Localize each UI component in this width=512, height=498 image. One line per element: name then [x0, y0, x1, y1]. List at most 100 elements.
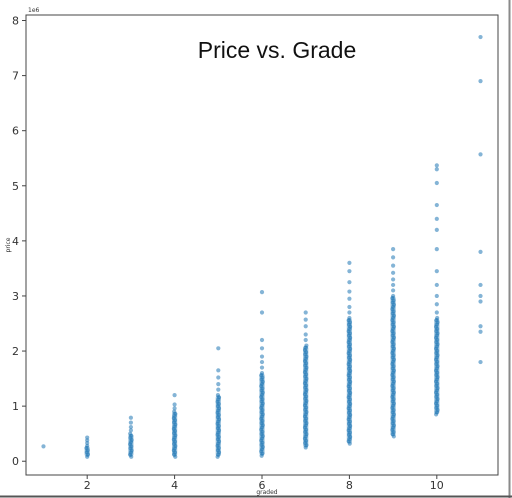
outlier-point: [172, 402, 177, 407]
outlier-point: [478, 282, 483, 288]
data-point: [259, 370, 265, 376]
outlier-point: [172, 406, 177, 411]
point-column-grade-11: [478, 34, 483, 365]
outlier-point: [434, 163, 439, 168]
outlier-point: [303, 332, 308, 337]
x-tick-label: 8: [346, 479, 353, 492]
chart-title: Price vs. Grade: [198, 37, 357, 63]
outlier-point: [172, 393, 177, 398]
tick-layer: 2 4 6 8 10 0 1 2 3 4 5 6 7 8: [12, 15, 444, 492]
x-tick-label: 4: [171, 479, 178, 492]
point-column-grade-7: [302, 310, 309, 450]
outlier-point: [391, 270, 396, 275]
outlier-point: [259, 337, 265, 343]
x-tick-label: 6: [259, 479, 266, 492]
outlier-point: [128, 420, 133, 425]
y-axis-label: price: [5, 237, 12, 252]
outlier-point: [347, 269, 352, 274]
outlier-point: [391, 255, 396, 260]
y-tick-label: 7: [12, 70, 19, 83]
outlier-point: [434, 293, 439, 299]
outlier-point: [128, 415, 133, 420]
x-tick-label: 2: [84, 479, 91, 492]
outlier-point: [391, 282, 396, 288]
point-column-grade-10: [434, 163, 440, 417]
y-tick-label: 4: [12, 235, 19, 248]
outlier-point: [478, 34, 483, 40]
outlier-point: [478, 324, 483, 329]
outlier-point: [434, 310, 439, 315]
y-tick-label: 5: [12, 180, 19, 193]
outlier-point: [259, 346, 265, 351]
point-column-grade-8: [346, 260, 353, 446]
data-point: [304, 343, 309, 348]
outlier-point: [478, 79, 483, 84]
outlier-point: [434, 247, 439, 252]
data-point: [41, 444, 46, 449]
point-column-grade-1: [41, 444, 46, 449]
outlier-point: [303, 317, 308, 322]
outlier-point: [85, 435, 90, 440]
outlier-point: [478, 152, 483, 157]
outlier-point: [434, 227, 439, 232]
y-tick-label: 3: [12, 290, 19, 303]
outlier-point: [434, 302, 439, 307]
y-tick-label: 1: [12, 400, 19, 413]
y-offset-label: 1e6: [28, 7, 40, 14]
outlier-point: [347, 310, 352, 315]
outlier-point: [259, 359, 265, 365]
outlier-point: [391, 247, 396, 252]
point-column-grade-9: [390, 247, 396, 439]
point-column-grade-4: [171, 393, 178, 459]
outlier-point: [303, 310, 308, 315]
outlier-point: [347, 289, 352, 294]
data-point: [347, 315, 352, 321]
outlier-point: [434, 269, 439, 274]
outlier-point: [128, 424, 133, 430]
point-column-grade-2: [84, 435, 90, 459]
data-point: [478, 359, 483, 365]
y-tick-label: 8: [12, 15, 19, 28]
outlier-point: [128, 428, 133, 433]
y-tick-label: 6: [12, 125, 19, 138]
outlier-point: [259, 290, 265, 295]
y-tick-label: 2: [12, 345, 19, 358]
plot-layer: [41, 34, 483, 459]
x-axis-label: graded: [256, 489, 277, 496]
outlier-point: [391, 288, 396, 293]
outlier-point: [347, 296, 352, 301]
data-point: [128, 431, 133, 436]
outlier-point: [347, 304, 352, 310]
point-column-grade-6: [259, 290, 265, 458]
outlier-point: [259, 310, 265, 315]
outlier-point: [347, 260, 352, 265]
outlier-point: [216, 382, 221, 387]
outlier-point: [259, 354, 265, 359]
outlier-point: [216, 387, 221, 392]
outlier-point: [347, 280, 352, 285]
outlier-point: [434, 202, 439, 208]
outlier-point: [216, 375, 221, 380]
point-column-grade-3: [128, 415, 134, 459]
outlier-point: [216, 346, 221, 351]
outlier-point: [259, 365, 265, 370]
outlier-point: [478, 249, 483, 254]
outlier-point: [434, 167, 439, 172]
y-tick-label: 0: [12, 455, 19, 468]
data-point: [215, 393, 221, 398]
outlier-point: [478, 329, 483, 334]
outlier-point: [303, 337, 308, 343]
outlier-point: [391, 277, 396, 282]
data-point: [172, 409, 177, 414]
data-point: [391, 293, 396, 299]
outlier-point: [216, 368, 221, 373]
point-column-grade-5: [215, 346, 222, 459]
outlier-point: [434, 216, 439, 221]
outlier-point: [478, 299, 483, 304]
outlier-point: [391, 263, 396, 268]
outlier-point: [478, 293, 483, 299]
data-point: [435, 315, 440, 321]
outlier-point: [434, 180, 439, 186]
